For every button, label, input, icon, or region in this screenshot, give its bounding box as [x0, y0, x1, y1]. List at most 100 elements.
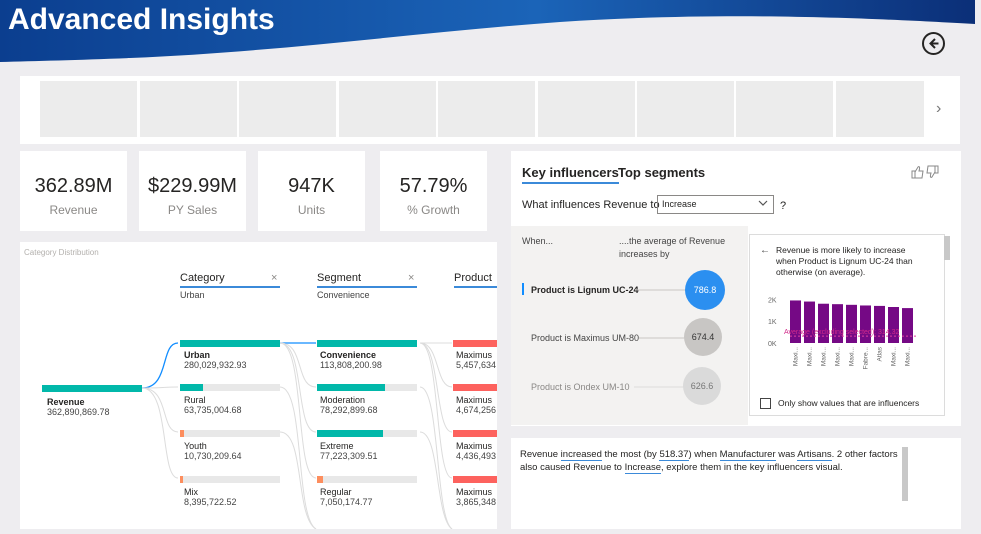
bar-fill	[317, 340, 417, 347]
slicer-tile[interactable]	[836, 81, 924, 137]
bar-fill	[180, 430, 184, 437]
tree-node-value: 8,395,722.52	[184, 497, 237, 507]
narrative-highlight[interactable]: 518.37	[659, 449, 689, 461]
back-arrow-icon[interactable]	[921, 31, 946, 56]
influencer-item[interactable]: Product is Lignum UC-24	[531, 285, 639, 295]
slicer-tile[interactable]	[637, 81, 734, 137]
tree-node-bar[interactable]	[453, 476, 497, 483]
influencer-list: When... ....the average of Revenue incre…	[511, 226, 748, 425]
influencer-item[interactable]: Product is Ondex UM-10	[531, 382, 630, 392]
tree-node-value: 63,735,004.68	[184, 405, 242, 415]
narrative-segment: . 2 other factors also caused Revenue to	[520, 449, 898, 473]
y-tick-label: 2K	[768, 297, 777, 304]
kpi-value: $229.99M	[148, 175, 237, 197]
tree-node-bar[interactable]	[317, 430, 417, 437]
bar-fill	[180, 340, 280, 347]
narrative-highlight[interactable]: increased	[560, 449, 602, 461]
root-bar-fill	[42, 385, 142, 392]
influencer-bubble[interactable]: 786.8	[685, 270, 725, 310]
kpi-card-growth: 57.79% % Growth	[380, 151, 487, 231]
bar-fill	[453, 384, 497, 391]
tree-node-bar[interactable]	[180, 340, 280, 347]
tree-node-value: 10,730,209.64	[184, 451, 242, 461]
detail-line: when Product is Lignum UC-24 than	[776, 256, 913, 266]
tree-node-name: Youth	[184, 441, 207, 451]
x-tick-label: Maxi...	[793, 347, 800, 366]
kpi-card-units: 947K Units	[258, 151, 365, 231]
tree-node-name: Maximus	[456, 441, 493, 451]
narrative-highlight[interactable]: Manufacturer	[719, 449, 776, 461]
slicer-tile[interactable]	[736, 81, 833, 137]
tree-node-name: Maximus	[456, 487, 493, 497]
scrollbar-thumb[interactable]	[944, 236, 950, 260]
decomposition-tree: Category Distribution Revenue 362,890,86…	[20, 242, 497, 529]
feedback-thumbs-icon[interactable]	[910, 165, 940, 182]
tree-node-bar[interactable]	[180, 430, 280, 437]
dropdown-value: Increase	[662, 199, 697, 209]
close-icon[interactable]: ×	[408, 272, 415, 284]
slicer-tile[interactable]	[438, 81, 535, 137]
slicer-tile[interactable]	[339, 81, 436, 137]
tree-node-bar[interactable]	[317, 340, 417, 347]
tree-node-bar[interactable]	[453, 384, 497, 391]
slicer-tile[interactable]	[538, 81, 635, 137]
chart-bar	[846, 304, 857, 343]
smart-narrative: Revenue increased the most (by 518.37) w…	[511, 438, 961, 529]
header-wave-shape	[0, 0, 975, 62]
bar-fill	[317, 476, 323, 483]
influencer-bubble[interactable]: 674.4	[684, 318, 722, 356]
outcome-dropdown[interactable]: Increase	[657, 195, 774, 214]
tree-node-bar[interactable]	[453, 430, 497, 437]
chart-bar	[790, 300, 801, 343]
help-icon[interactable]: ?	[780, 200, 787, 212]
tree-node-value: 3,865,348	[456, 497, 497, 507]
checkbox-label: Only show values that are influencers	[778, 398, 920, 408]
tree-node-bar[interactable]	[180, 476, 280, 483]
level-header-segment[interactable]: Segment	[317, 272, 417, 288]
bar-fill	[453, 476, 497, 483]
tree-node-value: 113,808,200.98	[320, 360, 382, 370]
x-tick-label: Maxi...	[807, 347, 814, 366]
slicer-tile[interactable]	[40, 81, 137, 137]
slicer-tile[interactable]	[140, 81, 237, 137]
tree-node-name: Mix	[184, 487, 198, 497]
thumbs-up-down-icon[interactable]	[910, 165, 940, 179]
narrative-text: Revenue increased the most (by 518.37) w…	[520, 448, 900, 474]
close-icon[interactable]: ×	[271, 272, 278, 284]
bar-fill	[317, 384, 385, 391]
level-header-category[interactable]: Category	[180, 272, 280, 288]
narrative-highlight[interactable]: Artisans	[797, 449, 832, 461]
slicer-tile[interactable]	[239, 81, 336, 137]
tab-top-segments[interactable]: Top segments	[618, 165, 706, 180]
back-arrow-icon[interactable]: ←	[760, 245, 770, 256]
root-bar[interactable]	[42, 385, 142, 392]
influencer-detail-pane: ← Revenue is more likely to increase whe…	[749, 234, 945, 416]
influencer-bubble[interactable]: 626.6	[683, 367, 721, 405]
scrollbar-thumb[interactable]	[902, 447, 908, 501]
x-tick-label: Maxi...	[821, 347, 828, 366]
tree-node-value: 4,674,256	[456, 405, 497, 415]
tab-key-influencers[interactable]: Key influencers	[522, 165, 619, 184]
column-average-line2: increases by	[619, 249, 670, 259]
influencers-only-checkbox[interactable]	[760, 398, 771, 409]
bar-fill	[453, 340, 497, 347]
influencer-item[interactable]: Product is Maximus UM-80	[531, 333, 640, 343]
detail-line: Revenue is more likely to increase	[776, 245, 906, 255]
bar-fill	[453, 430, 497, 437]
kpi-card-revenue: 362.89M Revenue	[20, 151, 127, 231]
tree-node-bar[interactable]	[317, 384, 417, 391]
narrative-highlight[interactable]: Increase	[624, 462, 662, 474]
page-title: Advanced Insights	[8, 3, 275, 36]
x-tick-label: Maxi...	[905, 347, 912, 366]
narrative-segment: , explore them in the key influencers vi…	[661, 462, 843, 473]
tree-node-bar[interactable]	[317, 476, 417, 483]
narrative-segment: the most (by	[601, 449, 660, 460]
level-selection: Convenience	[317, 290, 370, 300]
chevron-right-icon[interactable]: ›	[936, 100, 942, 117]
level-header-product[interactable]: Product	[454, 272, 497, 288]
connector-line	[636, 289, 686, 291]
tree-node-bar[interactable]	[453, 340, 497, 347]
narrative-segment: ) when	[688, 449, 720, 460]
slicer-tile-strip	[20, 76, 960, 144]
tree-node-bar[interactable]	[180, 384, 280, 391]
